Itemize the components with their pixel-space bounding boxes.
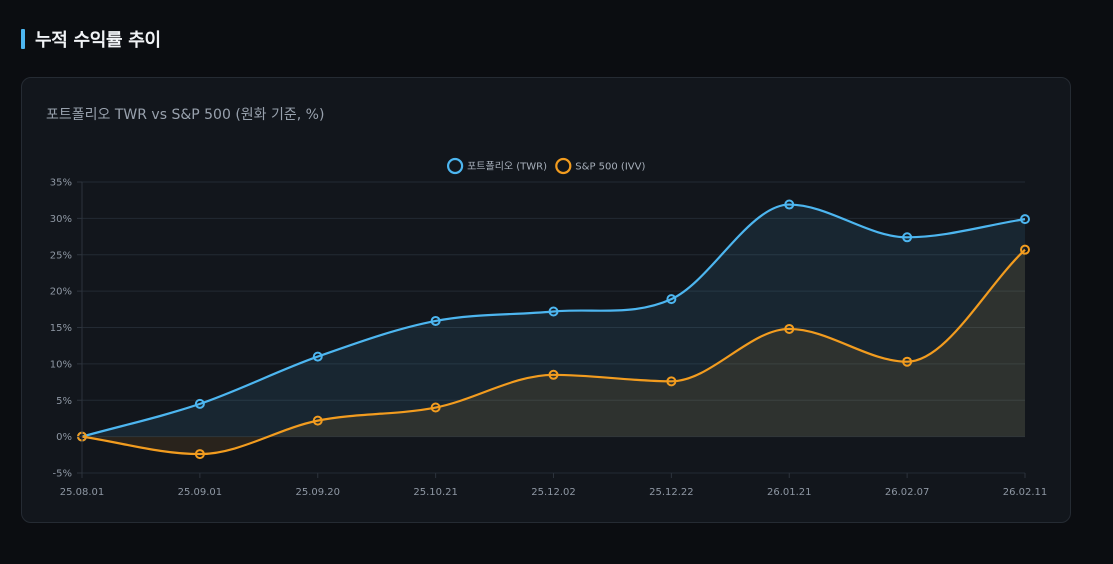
legend-marker xyxy=(555,157,572,175)
series-area xyxy=(82,249,1025,455)
chart-title: 포트폴리오 TWR vs S&P 500 (원화 기준, %) xyxy=(46,107,325,123)
data-point xyxy=(430,315,441,326)
data-point xyxy=(666,294,677,305)
x-tick-label: 26.02.07 xyxy=(885,487,930,498)
legend-marker xyxy=(447,157,464,175)
data-point xyxy=(430,402,441,413)
data-point xyxy=(902,232,913,243)
chart-card: 포트폴리오 TWR vs S&P 500 (원화 기준, %) -5% 0% 5% 1… xyxy=(21,77,1071,523)
y-tick-label: -5% xyxy=(53,469,72,480)
data-point xyxy=(666,376,677,387)
x-tick-label: 25.12.02 xyxy=(531,487,576,498)
y-tick-label: 35% xyxy=(50,178,72,189)
data-point xyxy=(1020,244,1030,255)
data-point xyxy=(548,306,559,317)
data-point xyxy=(1020,214,1030,225)
series-area xyxy=(82,204,1025,437)
y-tick-label: 20% xyxy=(50,287,72,298)
x-tick-label: 25.08.01 xyxy=(60,487,105,498)
legend-item[interactable]: 포트폴리오 (TWR) xyxy=(447,157,547,175)
axis-layer: -5% 0% 5% 10% 15% 20% 25% 30% 35% 25.08.01 25.09.0… xyxy=(50,178,1048,499)
data-point xyxy=(784,199,795,210)
data-point xyxy=(548,369,559,380)
x-tick-label: 26.02.11 xyxy=(1003,487,1048,498)
legend-item[interactable]: S&P 500 (IVV) xyxy=(555,157,645,175)
data-point xyxy=(312,351,323,362)
y-tick-label: 30% xyxy=(50,214,72,225)
legend-label: 포트폴리오 (TWR) xyxy=(467,161,547,173)
series-line xyxy=(81,203,1026,438)
y-tick-label: 25% xyxy=(50,250,72,261)
series-line xyxy=(81,248,1026,456)
data-point xyxy=(194,398,205,409)
x-tick-label: 25.10.21 xyxy=(413,487,458,498)
legend-label: S&P 500 (IVV) xyxy=(575,162,645,173)
y-tick-label: 5% xyxy=(56,396,72,407)
line-layer xyxy=(81,203,1026,456)
section-accent-bar xyxy=(21,29,25,49)
x-tick-label: 25.12.22 xyxy=(649,487,694,498)
x-tick-label: 25.09.20 xyxy=(295,487,340,498)
point-layer xyxy=(77,199,1030,460)
section-title: 누적 수익률 추이 xyxy=(35,30,161,51)
data-point xyxy=(194,449,205,460)
data-point xyxy=(784,323,795,334)
y-tick-label: 0% xyxy=(56,432,72,443)
y-tick-label: 15% xyxy=(50,323,72,334)
area-layer xyxy=(82,204,1025,455)
legend-layer[interactable]: 포트폴리오 (TWR) S&P 500 (IVV) xyxy=(447,157,645,175)
x-tick-label: 25.09.01 xyxy=(178,487,223,498)
y-tick-label: 10% xyxy=(50,359,72,370)
x-tick-label: 26.01.21 xyxy=(767,487,812,498)
data-point xyxy=(312,415,323,426)
cumulative-return-chart: -5% 0% 5% 10% 15% 20% 25% 30% 35% 25.08.01 25.09.0… xyxy=(50,157,1048,499)
section-header: 누적 수익률 추이 xyxy=(21,27,161,51)
data-point xyxy=(902,356,913,367)
